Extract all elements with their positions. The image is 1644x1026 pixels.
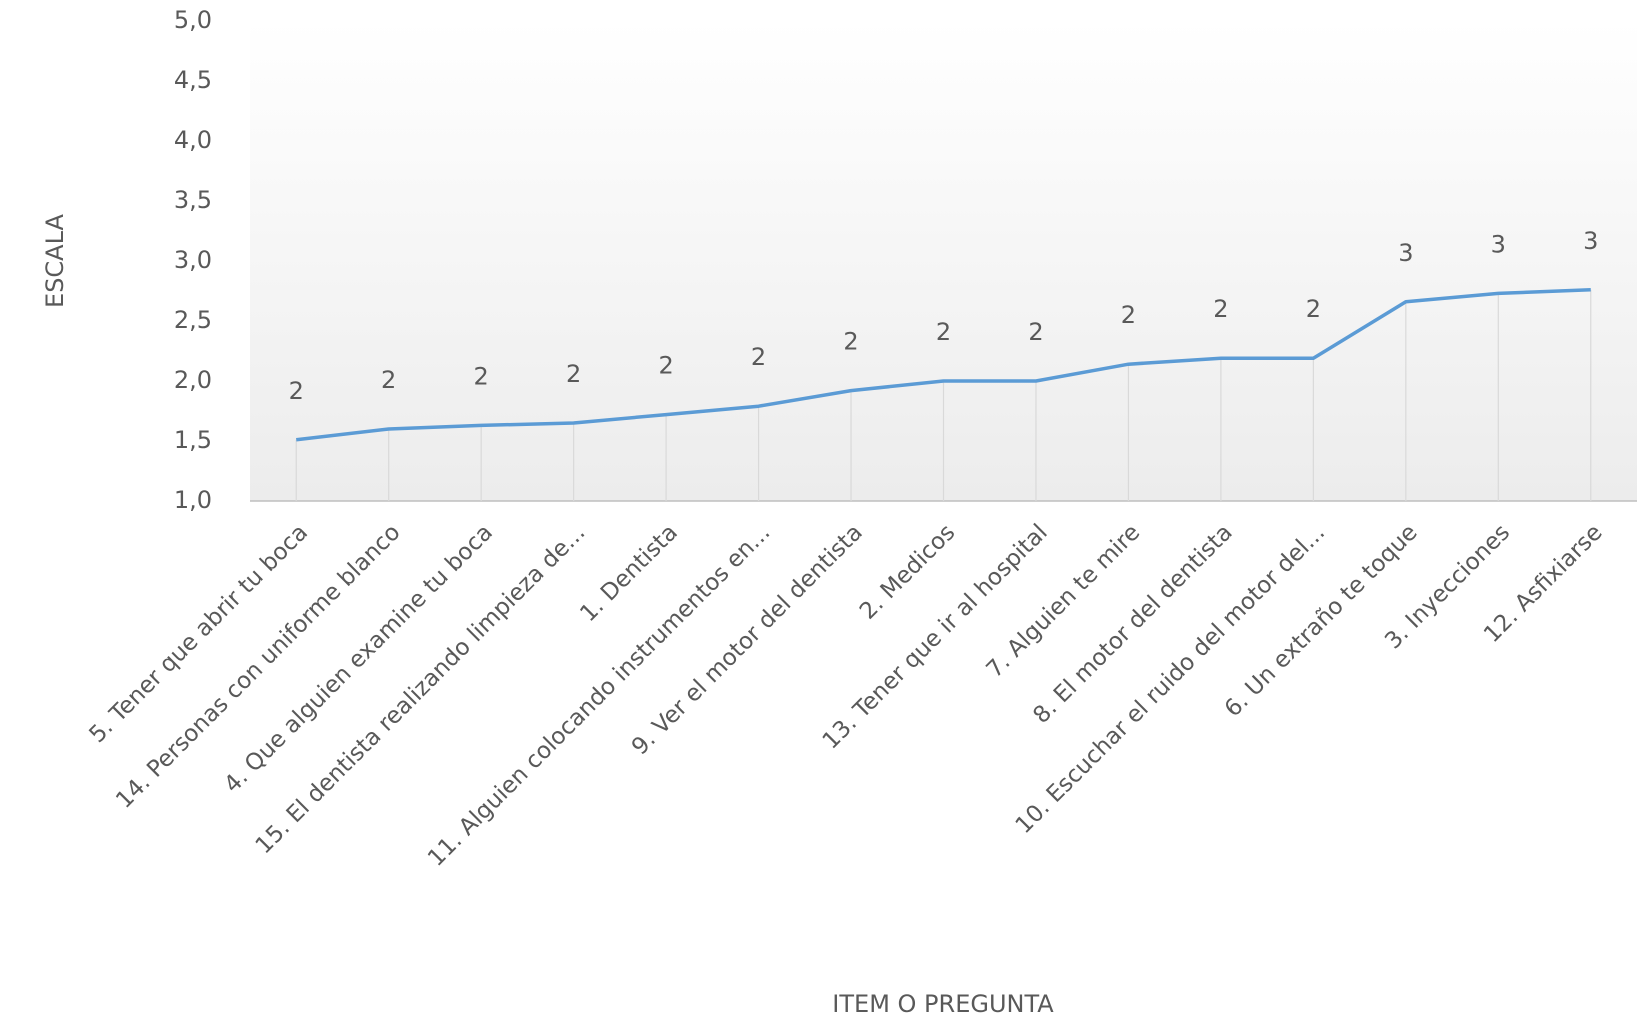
y-axis-title: ESCALA bbox=[41, 213, 69, 307]
x-tick-label: 15. El dentista realizando limpieza de..… bbox=[251, 519, 591, 859]
y-tick-label: 4,0 bbox=[174, 126, 212, 154]
y-tick-label: 5,0 bbox=[174, 6, 212, 34]
y-tick-label: 4,5 bbox=[174, 66, 212, 94]
data-label: 2 bbox=[1028, 318, 1043, 346]
data-label: 2 bbox=[843, 328, 858, 356]
data-label: 3 bbox=[1491, 230, 1506, 258]
series-line bbox=[296, 288, 1591, 442]
data-label: 2 bbox=[381, 366, 396, 394]
data-label: 2 bbox=[1213, 295, 1228, 323]
y-tick-label: 1,0 bbox=[174, 486, 212, 514]
y-tick-label: 1,5 bbox=[174, 426, 212, 454]
x-axis-title: ITEM O PREGUNTA bbox=[832, 990, 1054, 1018]
y-tick-label: 3,0 bbox=[174, 246, 212, 274]
data-label: 2 bbox=[1306, 295, 1321, 323]
x-tick-label: 7. Alguien te mire bbox=[982, 519, 1146, 683]
data-label: 2 bbox=[751, 343, 766, 371]
data-label: 2 bbox=[658, 352, 673, 380]
y-tick-label: 3,5 bbox=[174, 186, 212, 214]
data-label: 2 bbox=[936, 318, 951, 346]
x-tick-label: 6. Un extraño te toque bbox=[1220, 519, 1423, 722]
y-tick-label: 2,0 bbox=[174, 366, 212, 394]
data-label: 3 bbox=[1583, 227, 1598, 255]
y-tick-label: 2,5 bbox=[174, 306, 212, 334]
data-label: 2 bbox=[474, 362, 489, 390]
x-tick-label: 11. Alguien colocando instrumentos en... bbox=[423, 519, 775, 871]
data-label: 2 bbox=[1121, 301, 1136, 329]
data-label: 3 bbox=[1398, 239, 1413, 267]
data-label: 2 bbox=[289, 377, 304, 405]
data-label: 2 bbox=[566, 360, 581, 388]
